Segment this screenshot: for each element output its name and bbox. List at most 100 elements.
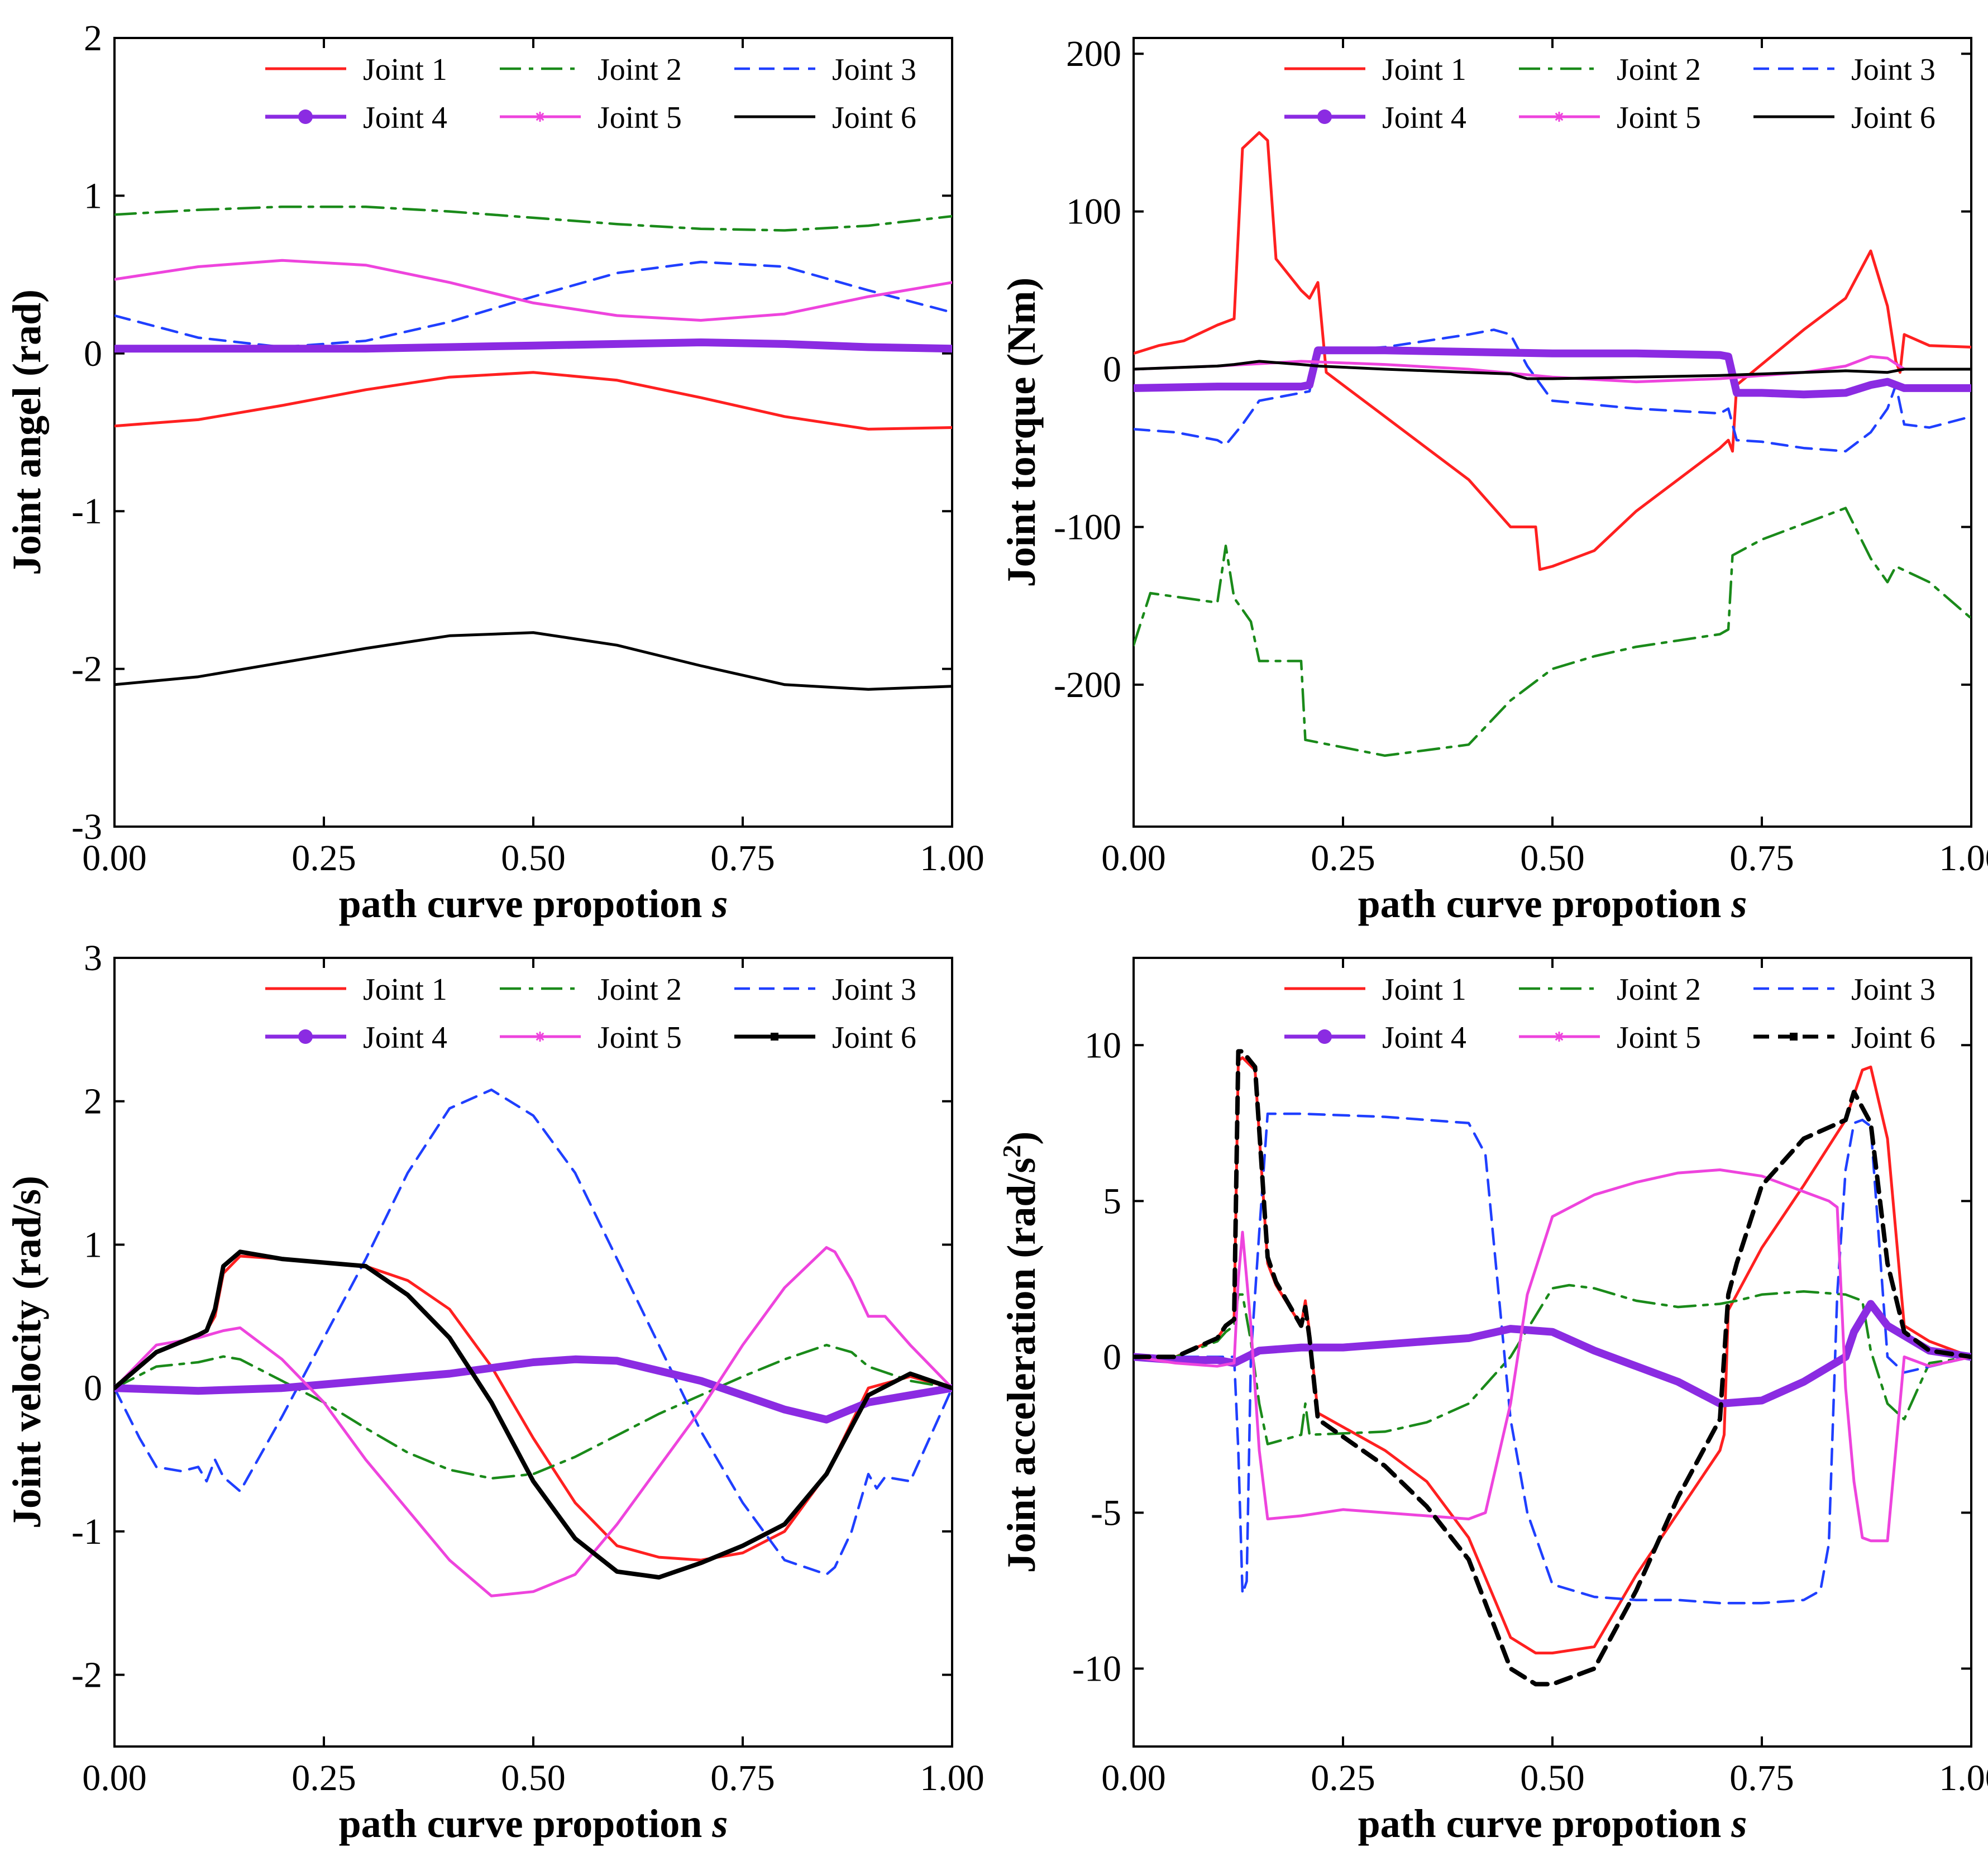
x-tick-label: 0.00: [82, 1758, 147, 1798]
y-axis-title: Joint velocity (rad/s): [4, 1176, 49, 1529]
legend-label: Joint 5: [1617, 1020, 1701, 1055]
x-axis-title: path curve propotion s: [1358, 1801, 1747, 1846]
x-tick-label: 0.25: [291, 1758, 356, 1798]
series-line-joint-4: [114, 1355, 952, 1424]
x-tick-label: 0.50: [1520, 838, 1585, 879]
series-line-joint-2: [114, 1343, 952, 1480]
x-tick-label: 0.75: [710, 1758, 775, 1798]
legend: Joint 1 Joint 2 Joint 3 Joint 4 Joint 5 Joint…: [265, 53, 916, 135]
legend-marker: [1790, 1033, 1798, 1041]
x-axis-title-variable: s: [1731, 1801, 1747, 1846]
y-tick-label: 200: [1066, 34, 1121, 74]
x-axis-title: path curve propotion s: [1358, 881, 1747, 926]
x-axis-title-variable: s: [1731, 881, 1747, 926]
x-tick-label: 0.75: [1729, 1758, 1794, 1798]
legend-label: Joint 3: [832, 53, 916, 87]
series-line-joint-3: [114, 1088, 952, 1576]
x-tick-label: 1.00: [1939, 838, 1988, 879]
legend-label: Joint 6: [1851, 101, 1936, 135]
plot-frame: [1132, 37, 1972, 828]
legend: Joint 1 Joint 2 Joint 3 Joint 4 Joint 5 Joint…: [1284, 972, 1936, 1055]
x-tick-label: 1.00: [920, 1758, 985, 1798]
x-tick-label: 0.25: [291, 838, 356, 879]
y-tick-label: 100: [1066, 192, 1121, 232]
legend-marker: [1554, 1032, 1564, 1042]
y-axis-title-superscript: 2: [997, 1145, 1026, 1158]
legend-label: Joint 4: [1382, 1020, 1466, 1055]
y-axis-title: Joint acceleration (rad/s2): [997, 1132, 1044, 1573]
series-line-joint-1: [114, 371, 952, 431]
series-line-joint-1: [114, 1254, 952, 1562]
y-axis-title-close: ): [999, 1132, 1044, 1145]
y-tick-label: -100: [1054, 507, 1121, 547]
y-tick-label: 3: [84, 938, 102, 979]
legend-label: Joint 4: [363, 1020, 447, 1055]
y-axis-title: Joint angel (rad): [4, 289, 49, 575]
series-line-joint-1: [1134, 131, 1971, 571]
legend: Joint 1 Joint 2 Joint 3 Joint 4 Joint 5 Joint…: [1284, 53, 1936, 135]
series-line-joint-4: [114, 338, 952, 353]
plot-frame: [113, 37, 953, 828]
y-tick-label: -3: [71, 807, 102, 847]
legend-label: Joint 6: [1851, 1020, 1936, 1055]
y-axis-title-text: Joint angel (rad): [4, 289, 49, 575]
series-line-joint-4: [1134, 1300, 1971, 1408]
x-tick-label: 0.50: [501, 838, 566, 879]
x-tick-label: 0.50: [1520, 1758, 1585, 1798]
y-tick-label: 1: [84, 175, 102, 216]
x-tick-label: 0.50: [501, 1758, 566, 1798]
legend-label: Joint 3: [832, 972, 916, 1007]
legend-marker: [298, 1029, 313, 1044]
legend-marker: [771, 1033, 778, 1041]
y-axis-title: Joint torque (Nm): [999, 278, 1044, 588]
legend-marker: [535, 112, 545, 122]
legend-label: Joint 2: [598, 972, 682, 1007]
x-axis-title-text: path curve propotion: [339, 1801, 703, 1846]
joint-acceleration-panel: 0.00 0.25 0.50 0.75 1.00 -10 -5 0 5 10 path curve …: [997, 957, 1988, 1846]
legend-label: Joint 5: [598, 1020, 682, 1055]
series-group: [1134, 131, 1971, 757]
x-axis-title: path curve propotion s: [339, 1801, 728, 1846]
y-tick-label: -1: [71, 1511, 102, 1552]
legend-label: Joint 2: [598, 53, 682, 87]
y-tick-label: 5: [1103, 1181, 1121, 1221]
y-tick-label: -2: [71, 1655, 102, 1696]
legend-label: Joint 1: [363, 53, 447, 87]
x-tick-label: 1.00: [920, 838, 985, 879]
joint-angle-panel: 0.00 0.25 0.50 0.75 1.00 -3 -2 -1 0 1 2 path curve …: [4, 18, 985, 926]
legend-marker: [1317, 1029, 1332, 1044]
y-tick-label: -5: [1091, 1492, 1121, 1533]
legend-label: Joint 2: [1617, 972, 1701, 1007]
x-tick-label: 1.00: [1939, 1758, 1988, 1798]
y-axis-title-text: Joint velocity (rad/s): [4, 1176, 49, 1529]
y-tick-label: -2: [71, 649, 102, 690]
series-line-joint-2: [1134, 507, 1971, 757]
series-line-joint-6: [1134, 360, 1971, 380]
legend-label: Joint 1: [1382, 53, 1466, 87]
legend-marker: [535, 1032, 545, 1042]
series-line-joint-3: [114, 260, 952, 349]
y-axis-title-text: Joint acceleration (rad/s: [999, 1158, 1044, 1573]
x-axis-title: path curve propotion s: [339, 881, 728, 926]
x-tick-label: 0.00: [1101, 838, 1166, 879]
x-tick-label: 0.75: [710, 838, 775, 879]
series-line-joint-4: [1134, 346, 1971, 399]
legend-label: Joint 1: [363, 972, 447, 1007]
series-line-joint-6: [114, 1249, 952, 1580]
y-tick-label: 0: [84, 1368, 102, 1409]
series-group: [114, 205, 952, 691]
x-axis-title-text: path curve propotion: [1358, 1801, 1722, 1846]
legend-label: Joint 4: [363, 101, 447, 135]
legend-marker: [298, 109, 313, 124]
x-tick-label: 0.00: [1101, 1758, 1166, 1798]
series-group: [114, 1088, 952, 1597]
y-tick-label: 0: [84, 333, 102, 374]
legend-label: Joint 1: [1382, 972, 1466, 1007]
x-axis-title-variable: s: [711, 1801, 728, 1846]
legend-label: Joint 3: [1851, 53, 1936, 87]
legend-label: Joint 6: [832, 1020, 916, 1055]
y-tick-label: 2: [84, 18, 102, 59]
series-line-joint-2: [1134, 1283, 1971, 1445]
legend-label: Joint 2: [1617, 53, 1701, 87]
y-tick-label: -1: [71, 491, 102, 532]
